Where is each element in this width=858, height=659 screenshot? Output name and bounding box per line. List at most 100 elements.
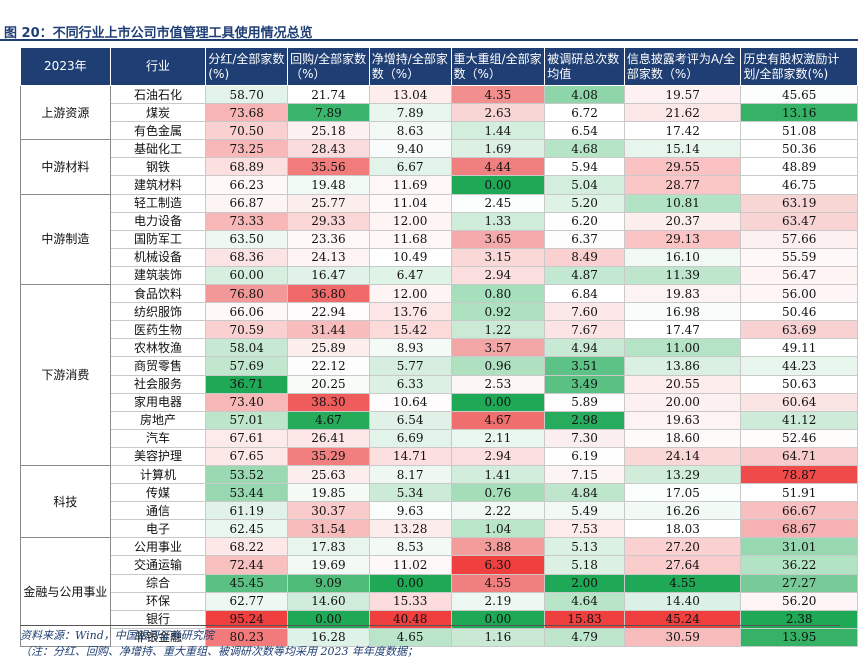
value-cell: 63.50: [205, 229, 289, 249]
industry-name-cell: 电力设备: [109, 211, 207, 231]
value-cell: 10.49: [368, 247, 452, 267]
header-restructuring: 重大重组/全部家数（%）: [450, 47, 546, 86]
value-cell: 15.42: [368, 320, 452, 340]
industry-name-cell: 美容护理: [109, 446, 207, 466]
value-cell: 31.01: [740, 537, 858, 557]
value-cell: 2.98: [544, 410, 625, 430]
value-cell: 76.80: [205, 284, 289, 304]
value-cell: 27.20: [623, 537, 742, 557]
value-cell: 0.76: [450, 483, 546, 503]
value-cell: 12.00: [368, 284, 452, 304]
value-cell: 5.18: [544, 555, 625, 575]
value-cell: 48.89: [740, 157, 858, 177]
value-cell: 44.23: [740, 356, 858, 376]
value-cell: 2.00: [544, 573, 625, 593]
value-cell: 7.89: [368, 103, 452, 123]
value-cell: 35.56: [287, 157, 370, 177]
table-body: 上游资源 石油石化 58.70 21.74 13.04 4.35 4.08 19.57 45.6…: [20, 84, 858, 647]
industry-name-cell: 汽车: [109, 428, 207, 448]
value-cell: 28.43: [287, 139, 370, 159]
value-cell: 28.77: [623, 175, 742, 195]
value-cell: 4.55: [623, 573, 742, 593]
value-cell: 2.94: [450, 265, 546, 286]
value-cell: 19.85: [287, 483, 370, 503]
industry-name-cell: 电子: [109, 519, 207, 539]
value-cell: 72.44: [205, 555, 289, 575]
industry-name-cell: 交通运输: [109, 555, 207, 575]
value-cell: 3.49: [544, 374, 625, 394]
value-cell: 78.87: [740, 464, 858, 485]
value-cell: 5.04: [544, 175, 625, 195]
value-cell: 66.67: [740, 501, 858, 521]
value-cell: 53.52: [205, 464, 289, 485]
table-row: 中游制造 轻工制造 66.87 25.77 11.04 2.45 5.20 10.81 63.1…: [20, 193, 858, 286]
industry-name-cell: 环保: [109, 591, 207, 611]
sector-group-label: 科技: [20, 464, 111, 539]
value-cell: 2.63: [450, 103, 546, 123]
table-row: 家用电器 73.40 38.30 10.64 0.00 5.89 20.00 60.64: [21, 392, 858, 412]
value-cell: 73.68: [205, 103, 289, 123]
industry-name-cell: 轻工制造: [109, 193, 207, 213]
value-cell: 57.69: [205, 356, 289, 376]
value-cell: 6.72: [544, 103, 625, 123]
header-industry: 行业: [109, 47, 207, 86]
value-cell: 23.36: [287, 229, 370, 249]
sector-group-label: 中游材料: [20, 139, 111, 195]
value-cell: 4.87: [544, 265, 625, 286]
table-row: 国防军工 63.50 23.36 11.68 3.65 6.37 29.13 57.66: [21, 229, 858, 249]
industry-name-cell: 传媒: [109, 483, 207, 503]
value-cell: 13.95: [740, 627, 858, 647]
value-cell: 11.39: [623, 265, 742, 286]
value-cell: 73.25: [205, 139, 289, 159]
value-cell: 8.63: [368, 121, 452, 141]
value-cell: 27.64: [623, 555, 742, 575]
header-year: 2023年: [20, 47, 111, 86]
value-cell: 18.60: [623, 428, 742, 448]
value-cell: 3.15: [450, 247, 546, 267]
value-cell: 17.42: [623, 121, 742, 141]
value-cell: 13.29: [623, 464, 742, 485]
value-cell: 2.11: [450, 428, 546, 448]
industry-name-cell: 建筑材料: [109, 175, 207, 195]
industry-name-cell: 建筑装饰: [109, 265, 207, 286]
value-cell: 3.57: [450, 338, 546, 358]
value-cell: 18.03: [623, 519, 742, 539]
value-cell: 36.80: [287, 284, 370, 304]
header-research-visits: 被调研总次数均值: [544, 47, 625, 86]
table-row: 机械设备 68.36 24.13 10.49 3.15 8.49 16.10 55.59: [21, 247, 858, 267]
value-cell: 60.64: [740, 392, 858, 412]
header-disclosure-a: 信息披露考评为A/全部家数（%）: [623, 47, 742, 86]
value-cell: 60.00: [205, 265, 289, 286]
industry-name-cell: 煤炭: [109, 103, 207, 123]
value-cell: 21.74: [287, 84, 370, 105]
header-dividend: 分红/全部家数(%): [205, 47, 289, 86]
footnote: （注：分红、回购、净增持、重大重组、被调研次数等均采用 2023 年年度数据；: [20, 645, 418, 658]
value-cell: 1.41: [450, 464, 546, 485]
table-row: 房地产 57.01 4.67 6.54 4.67 2.98 19.63 41.12: [21, 410, 858, 430]
value-cell: 67.61: [205, 428, 289, 448]
value-cell: 16.98: [623, 302, 742, 322]
value-cell: 7.15: [544, 464, 625, 485]
value-cell: 5.77: [368, 356, 452, 376]
industry-name-cell: 纺织服饰: [109, 302, 207, 322]
value-cell: 0.96: [450, 356, 546, 376]
value-cell: 35.29: [287, 446, 370, 466]
industry-name-cell: 计算机: [109, 464, 207, 485]
value-cell: 9.63: [368, 501, 452, 521]
value-cell: 14.60: [287, 591, 370, 611]
industry-name-cell: 银行: [109, 609, 207, 629]
industry-name-cell: 钢铁: [109, 157, 207, 177]
value-cell: 13.04: [368, 84, 452, 105]
value-cell: 41.12: [740, 410, 858, 430]
value-cell: 57.66: [740, 229, 858, 249]
table-row: 非银金融 80.23 16.28 4.65 1.16 4.79 30.59 13.95: [21, 627, 858, 647]
value-cell: 0.00: [450, 609, 546, 629]
value-cell: 20.55: [623, 374, 742, 394]
value-cell: 30.59: [623, 627, 742, 647]
value-cell: 36.22: [740, 555, 858, 575]
table-row: 美容护理 67.65 35.29 14.71 2.94 6.19 24.14 64.71: [21, 446, 858, 466]
value-cell: 6.47: [368, 265, 452, 286]
table-row: 社会服务 36.71 20.25 6.33 2.53 3.49 20.55 50.63: [21, 374, 858, 394]
value-cell: 29.13: [623, 229, 742, 249]
value-cell: 2.19: [450, 591, 546, 611]
